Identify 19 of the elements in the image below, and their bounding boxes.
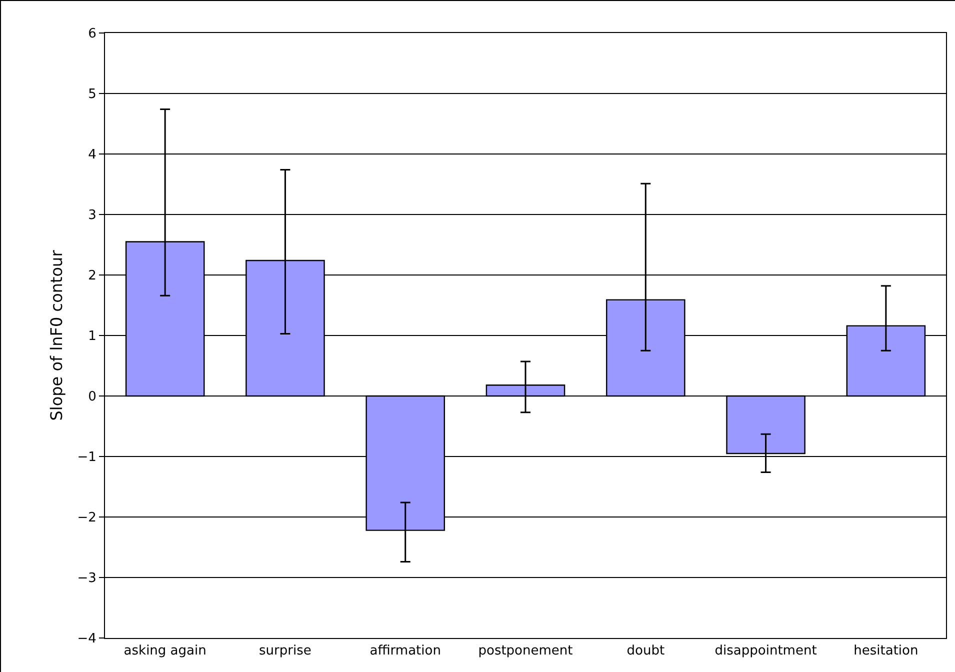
y-tick-label: −3 [77,571,96,586]
y-tick-label: −2 [77,510,96,526]
y-axis-title: Slope of lnF0 contour [47,250,66,421]
y-tick-label: 2 [88,268,96,284]
x-tick-label: affirmation [370,644,441,659]
x-tick-label: postponement [478,644,573,659]
y-tick-label: −4 [77,632,96,647]
y-tick-label: 0 [88,390,96,405]
x-tick-label: asking again [124,644,206,659]
x-tick-label: disappointment [714,644,817,659]
x-tick-label: hesitation [854,644,918,659]
x-tick-label: surprise [259,644,312,659]
x-tick-label: doubt [626,644,665,659]
y-tick-label: 3 [88,208,96,224]
y-tick-label: 6 [88,26,96,42]
y-tick-label: −1 [77,450,96,466]
y-tick-label: 1 [88,329,96,344]
y-tick-label: 4 [88,148,96,163]
y-tick-label: 5 [88,87,96,102]
